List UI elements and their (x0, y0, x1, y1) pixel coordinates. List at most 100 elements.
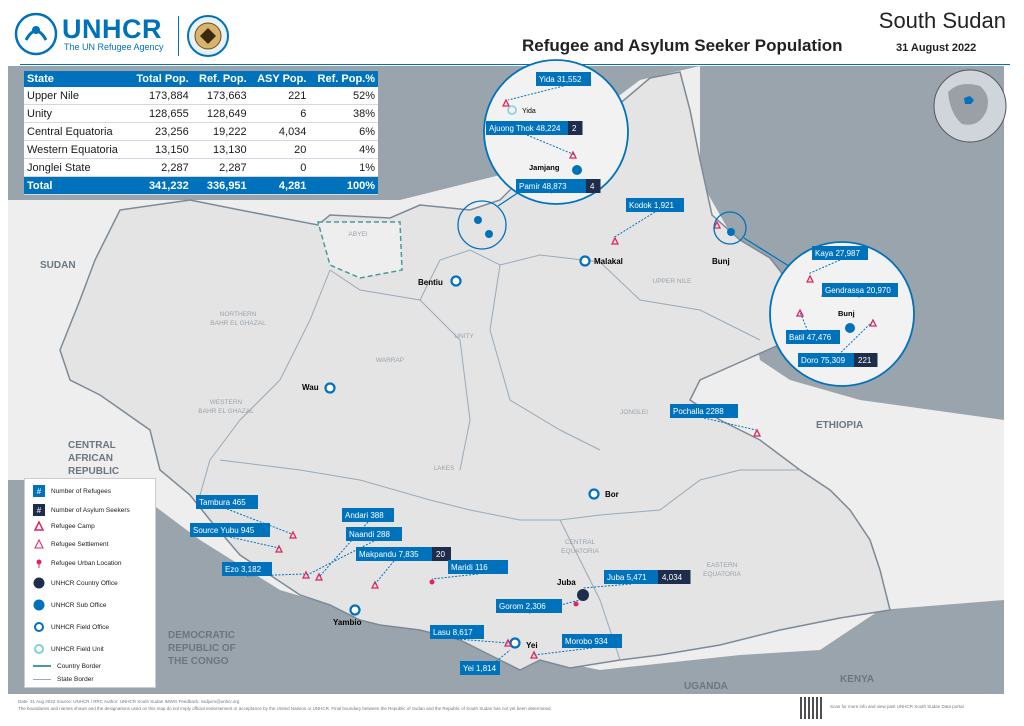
logo-divider (178, 16, 179, 56)
field-office-icon (588, 488, 600, 500)
field-office-icon (509, 637, 521, 649)
settlement-icon (288, 530, 298, 539)
column-header: Ref. Pop. (191, 71, 250, 87)
callout-label: Maridi 116 (451, 563, 488, 572)
legend-item: Refugee Urban Location (33, 556, 121, 570)
map-date: 31 August 2022 (896, 42, 977, 54)
label-drc-1: DEMOCRATIC (168, 630, 235, 641)
callout-leader (246, 573, 305, 577)
legend-label: Number of Asylum Seekers (51, 506, 130, 514)
refugee-count-box (786, 330, 840, 344)
small-map-markers (474, 216, 735, 238)
callout-leader (582, 583, 632, 589)
footer-sources: Date: 31 Aug 2022 Source: UNHCR / RRC Au… (18, 699, 240, 704)
table-cell: 173,663 (191, 87, 250, 105)
refugee-count-box (516, 179, 586, 193)
office-bentiu: Bentiu (418, 278, 443, 287)
map-title: Refugee and Asylum Seeker Population (522, 36, 843, 55)
callout-label: Tambura 465 (199, 498, 246, 507)
table-cell: 0 (249, 158, 310, 177)
callout-andari: Andari 388 (319, 508, 394, 577)
office-malakal: Malakal (594, 257, 623, 266)
label-kenya: KENYA (840, 674, 874, 685)
field-office-icon (450, 275, 462, 287)
camp-icon (712, 220, 722, 229)
table-cell: Central Equatoria (24, 122, 129, 141)
label-eeq-2: EQUATORIA (703, 571, 741, 578)
zoom-ring-unity (457, 200, 507, 250)
label-unity: UNITY (454, 333, 474, 340)
table-cell: Western Equatoria (24, 140, 129, 159)
field-office-icon (33, 621, 45, 633)
country-border-swatch (33, 665, 51, 667)
table-row: Western Equatoria 13,150 13,130 20 4% (24, 140, 378, 159)
refugee-count-swatch: # (33, 485, 45, 497)
qr-note: Scan for more info and view past UNHCR S… (830, 704, 964, 709)
callout-leader (456, 638, 509, 644)
table-row: Unity 128,655 128,649 6 38% (24, 104, 378, 123)
refugee-count-box (460, 661, 500, 675)
refugee-count-box (604, 570, 658, 584)
legend-label: Country Border (57, 662, 102, 670)
camp-icon (568, 150, 578, 159)
zoom-label-bunj: Bunj (838, 309, 855, 318)
label-upper-nile: UPPER NILE (653, 278, 692, 285)
asylum-count-box (854, 353, 878, 367)
refugee-count-box (626, 198, 684, 212)
column-header: Ref. Pop.% (309, 71, 378, 87)
label-drc-2: REPUBLIC OF (168, 643, 236, 654)
refugee-count-box (822, 283, 898, 297)
table-cell: 4,281 (249, 176, 310, 195)
refugee-count-box (798, 353, 854, 367)
table-cell: 13,130 (191, 140, 250, 159)
sub-office-icon (485, 230, 493, 238)
office-bunj: Bunj (712, 257, 730, 266)
callout-label: Kodok 1,921 (629, 201, 674, 210)
callout-label: Lasu 8,617 (433, 628, 473, 637)
table-cell: 52% (309, 87, 378, 105)
refugee-count-box (222, 562, 272, 576)
callout-yei: Yei 1,814 (460, 649, 511, 676)
label-nbeg-2: BAHR EL GHAZAL (210, 320, 266, 327)
callout-leader (533, 647, 593, 656)
org-tagline: The UN Refugee Agency (64, 42, 164, 52)
camp-icon (795, 308, 805, 317)
settlement-icon (274, 544, 284, 553)
asylum-count-swatch: # (33, 504, 45, 516)
globe-africa (948, 84, 988, 125)
table-cell: 19,222 (191, 122, 250, 141)
population-table: State Total Pop. Ref. Pop. ASY Pop. Ref.… (24, 71, 378, 195)
refugee-count-box (562, 634, 622, 648)
callout-leader (703, 417, 757, 431)
refugee-count-box (196, 495, 258, 509)
map-legend: # Number of Refugees # Number of Asylum … (24, 478, 156, 688)
zoom-label-jamjang: Jamjang (529, 163, 560, 172)
qr-code-icon[interactable] (800, 697, 822, 719)
callout-gendrassa: Gendrassa 20,970 (822, 283, 898, 298)
label-nbeg-1: NORTHERN (220, 311, 257, 318)
table-cell: 13,150 (128, 140, 192, 159)
label-car-1: CENTRAL (68, 440, 116, 451)
asylum-count-box (568, 121, 583, 135)
org-name: UNHCR (62, 14, 162, 44)
table-cell: 4,034 (249, 122, 310, 141)
footer-disclaimer: The boundaries and names shown and the d… (18, 706, 552, 711)
table-cell: 173,884 (128, 87, 192, 105)
table-row: Upper Nile 173,884 173,663 221 52% (24, 87, 378, 105)
callout-pochalla: Pochalla 2288 (670, 404, 757, 431)
callout-label: Juba 5,471 (607, 573, 647, 582)
asylum-count-label: 221 (858, 356, 872, 365)
column-header: State (24, 71, 129, 87)
settlement-icon (610, 236, 620, 245)
callout-label: Morobo 934 (565, 637, 608, 646)
label-warrap: WARRAP (376, 357, 404, 364)
table-cell: 336,951 (191, 176, 250, 195)
settlement-icon (370, 580, 380, 589)
table-cell: 4% (309, 140, 378, 159)
label-jonglei: JONGLEI (620, 409, 648, 416)
settlement-icon (314, 572, 324, 581)
camp-icon (33, 520, 45, 532)
label-lakes: LAKES (434, 465, 456, 472)
table-cell: 341,232 (128, 176, 192, 195)
